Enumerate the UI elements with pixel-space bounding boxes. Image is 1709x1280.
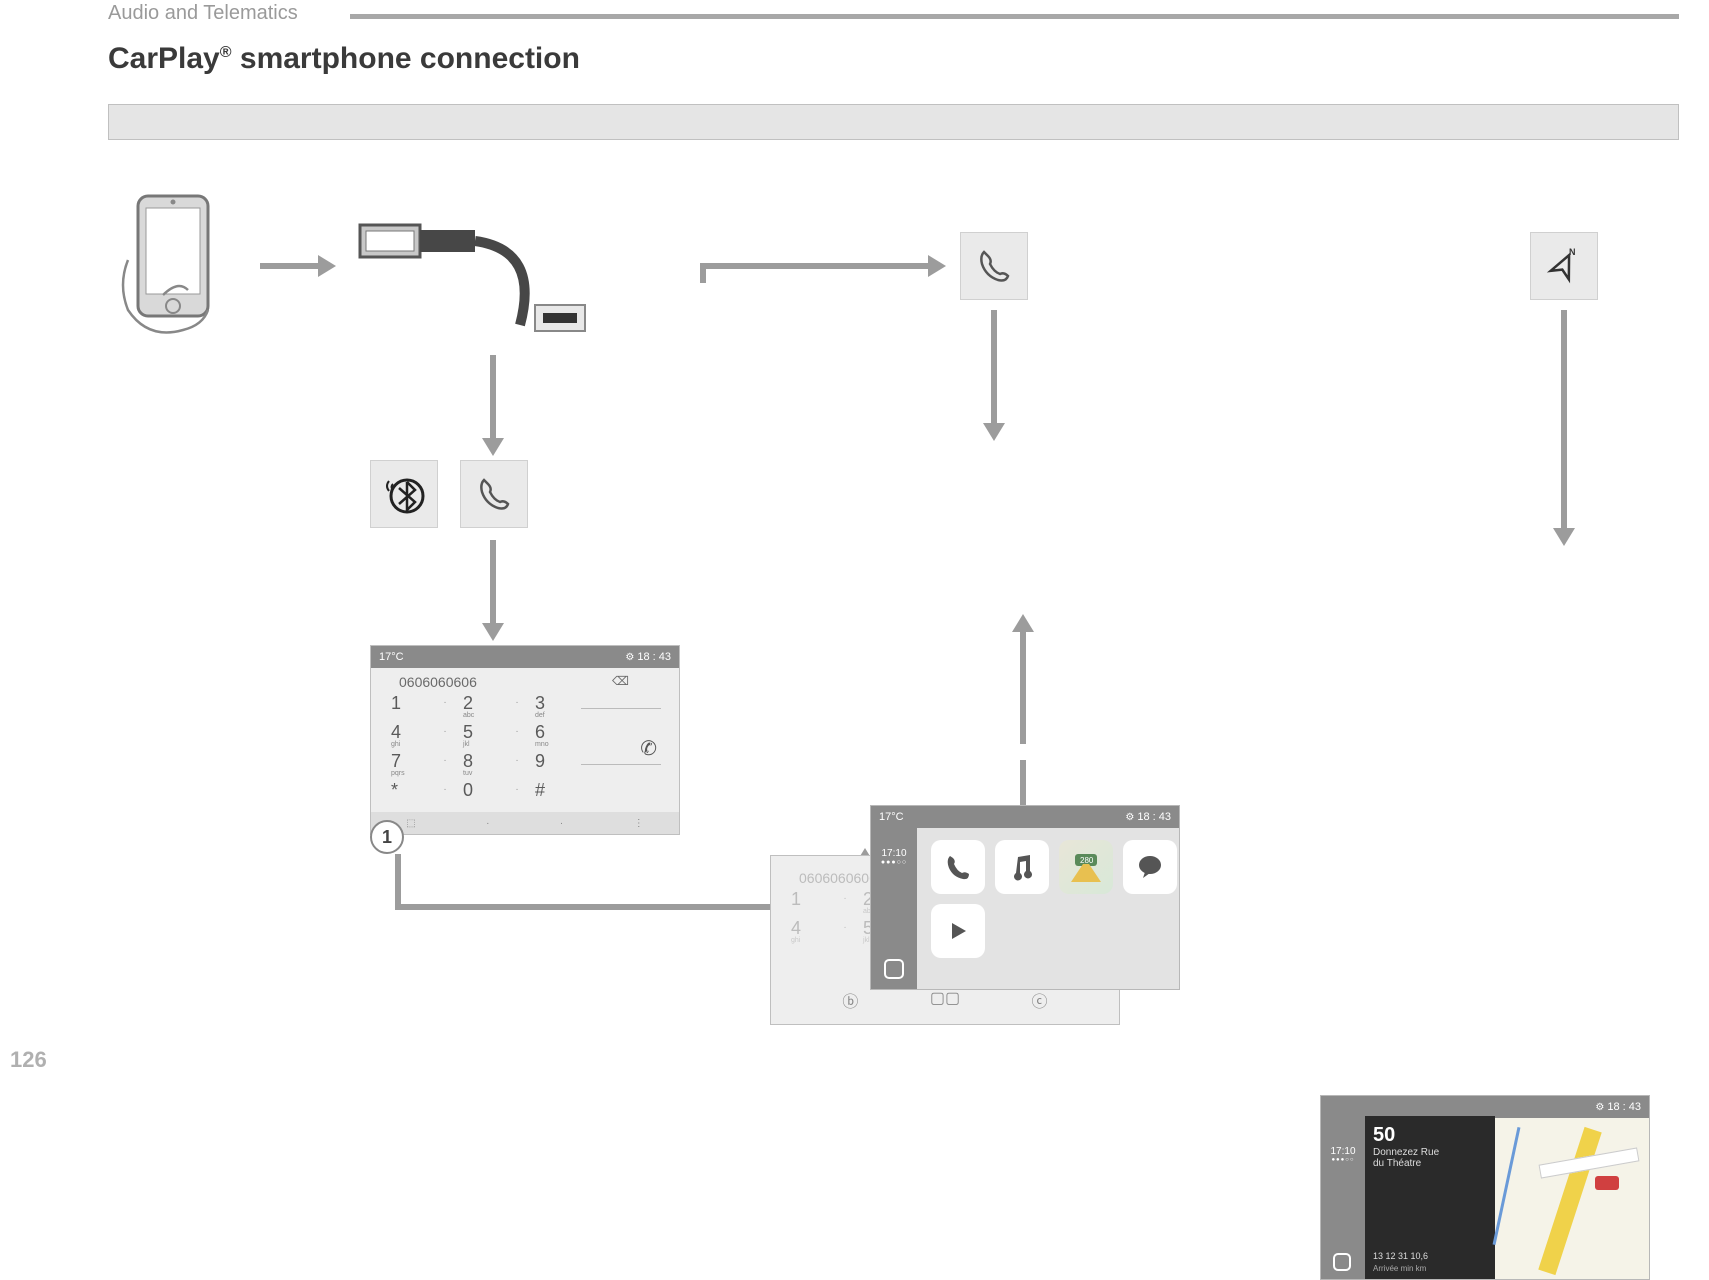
nav-screen: ⚙ 18 : 43 17:10 ●●●○○ 50 Donnezez Rue du… xyxy=(1320,1095,1650,1280)
cp-clock: 17:10 xyxy=(871,848,917,859)
arrow-to-phone-icon xyxy=(700,263,930,269)
divider xyxy=(581,708,661,709)
cp-music-app[interactable] xyxy=(995,840,1049,894)
arrow-usb-to-bt xyxy=(490,355,496,440)
callout-1: 1 xyxy=(370,820,404,854)
page-number: 126 xyxy=(10,1047,47,1073)
dialer-footer: ⬚··⋮ xyxy=(371,812,679,834)
nav-info-row: 13 12 31 10,6 xyxy=(1373,1251,1428,1261)
arrow-phone-to-usb xyxy=(260,263,320,269)
key-6[interactable]: 6mno xyxy=(535,723,571,748)
nav-header: ⚙ 18 : 43 xyxy=(1321,1096,1649,1118)
conn-d1-down xyxy=(395,854,401,904)
cp-maps-app[interactable]: 280 xyxy=(1059,840,1113,894)
nav-home-button[interactable] xyxy=(1333,1253,1351,1271)
nav-dots: ●●●○○ xyxy=(1321,1157,1365,1163)
nav-time: 18 : 43 xyxy=(1607,1101,1641,1113)
phone-in-hand-illustration xyxy=(108,190,238,345)
key-3[interactable]: 3def xyxy=(535,694,571,719)
nav-dest2: du Théatre xyxy=(1373,1158,1487,1169)
nav-dest1: Donnezez Rue xyxy=(1373,1147,1487,1158)
phone-icon xyxy=(460,460,528,528)
dialer-number-display: 0606060606 ⌫ xyxy=(371,668,679,690)
nav-sidebar: 17:10 ●●●○○ xyxy=(1321,1116,1365,1279)
arrow-nav-to-map xyxy=(1561,310,1567,530)
bluetooth-icon xyxy=(370,460,438,528)
carplay-sidebar: 17:10 ●●●○○ xyxy=(871,828,917,989)
map-marker xyxy=(1595,1176,1619,1190)
cp-temp: 17°C xyxy=(879,811,904,823)
title-rest: smartphone connection xyxy=(232,42,580,75)
dialer-keypad[interactable]: 1· 2abc· 3def 4ghi· 5jkl· 6mno 7pqrs· 8t… xyxy=(371,690,571,803)
divider xyxy=(581,764,661,765)
dialer-header: 17°C ⚙ 18 : 43 xyxy=(371,646,679,668)
call-icon[interactable]: ✆ xyxy=(640,736,657,761)
key-2[interactable]: 2abc xyxy=(463,694,499,719)
key-8[interactable]: 8tuv xyxy=(463,752,499,777)
key-0[interactable]: 0 xyxy=(463,781,499,799)
registered-mark: ® xyxy=(220,44,232,61)
key-star[interactable]: * xyxy=(391,781,427,799)
nav-clock: 17:10 xyxy=(1321,1146,1365,1157)
bt-small-icon: ⓑ xyxy=(842,988,858,1012)
dialer-temp: 17°C xyxy=(379,651,404,663)
section-header: Audio and Telematics xyxy=(108,2,298,25)
carplay-header: 17°C ⚙ 18 : 43 xyxy=(871,806,1179,828)
key-7[interactable]: 7pqrs xyxy=(391,752,427,777)
navigation-icon: N xyxy=(1530,232,1598,300)
carplay-apps: 280 xyxy=(931,840,1177,958)
cp-messages-app[interactable] xyxy=(1123,840,1177,894)
key-4[interactable]: 4ghi xyxy=(391,723,427,748)
usb-cable-illustration xyxy=(340,175,600,355)
key-1[interactable]: 1 xyxy=(391,694,427,719)
cp-dots: ●●●○○ xyxy=(871,859,917,866)
arrow-bt-to-dialer xyxy=(490,540,496,625)
header-rule xyxy=(350,14,1679,19)
arrow-phone-to-carplay xyxy=(991,310,997,425)
dialer-time: 18 : 43 xyxy=(637,651,671,663)
carplay-home-screen: 17°C ⚙ 18 : 43 17:10 ●●●○○ 280 xyxy=(870,805,1180,990)
key-hash[interactable]: # xyxy=(535,781,571,799)
dialer2-bottom-icons: ⓑ ▢▢ ⓒ xyxy=(771,988,1119,1012)
cp-time: 18 : 43 xyxy=(1137,811,1171,823)
play-small-icon: ⓒ xyxy=(1032,988,1048,1012)
map-road-1 xyxy=(1538,1127,1601,1275)
cp-play-app[interactable] xyxy=(931,904,985,958)
nav-info-panel: 50 Donnezez Rue du Théatre 13 12 31 10,6… xyxy=(1365,1116,1495,1279)
dialer-screen-full: 17°C ⚙ 18 : 43 0606060606 ⌫ 1· 2abc· 3de… xyxy=(370,645,680,835)
title-underbar xyxy=(108,104,1679,140)
map-route xyxy=(1493,1127,1521,1245)
title-main: CarPlay xyxy=(108,42,220,75)
cp-phone-app[interactable] xyxy=(931,840,985,894)
nav-info-row2: Arrivée min km xyxy=(1373,1264,1426,1273)
key-5[interactable]: 5jkl xyxy=(463,723,499,748)
phone-icon-2 xyxy=(960,232,1028,300)
svg-text:280: 280 xyxy=(1080,856,1094,865)
carplay-small-icon: ▢▢ xyxy=(930,988,960,1012)
cp-home-button[interactable] xyxy=(884,959,904,979)
arrow-d2-to-carplay xyxy=(1020,630,1026,744)
page-title: CarPlay® smartphone connection xyxy=(108,42,580,76)
key-9[interactable]: 9 xyxy=(535,752,571,777)
